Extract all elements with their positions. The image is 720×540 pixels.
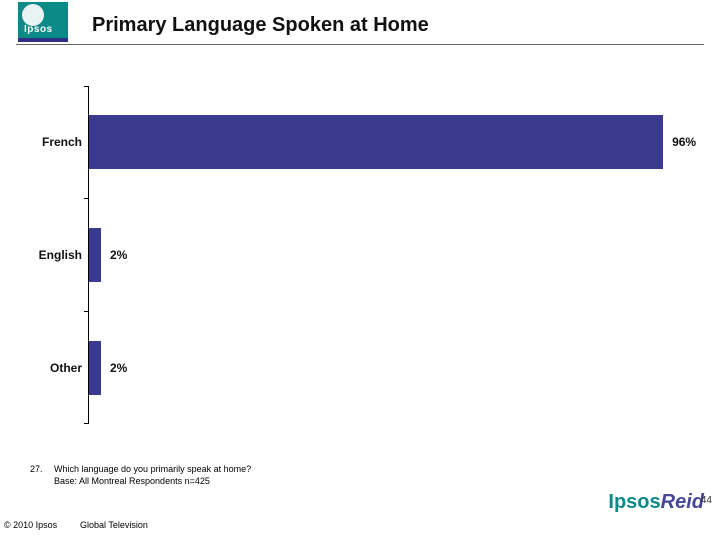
- question-text: Which language do you primarily speak at…: [54, 464, 251, 474]
- ipsos-logo: Ipsos: [18, 2, 68, 46]
- language-chart: French96%English2%Other2%: [26, 86, 686, 424]
- value-label: 2%: [110, 248, 127, 262]
- question-number: 27.: [30, 464, 43, 474]
- axis-tick: [84, 86, 88, 87]
- axis-tick: [84, 311, 88, 312]
- chart-bar: [89, 228, 101, 282]
- value-label: 96%: [672, 135, 696, 149]
- ipsos-logo-box: Ipsos: [18, 2, 68, 38]
- ipsos-reid-logo: IpsosReid: [608, 491, 704, 514]
- axis-tick: [84, 423, 88, 424]
- axis-tick: [84, 198, 88, 199]
- reid-word: Reid: [661, 491, 704, 513]
- title-rule: [16, 44, 704, 45]
- ipsos-logo-underline: [18, 38, 68, 42]
- category-label: English: [24, 248, 82, 262]
- chart-bar: [89, 115, 663, 169]
- page-number: 44: [701, 495, 712, 506]
- project-name: Global Television: [80, 520, 148, 530]
- plot-area: French96%English2%Other2%: [88, 86, 686, 424]
- value-label: 2%: [110, 361, 127, 375]
- page-title: Primary Language Spoken at Home: [92, 14, 429, 37]
- ipsos-logo-text: Ipsos: [24, 24, 53, 35]
- copyright: © 2010 Ipsos: [4, 520, 57, 530]
- slide: Ipsos Primary Language Spoken at Home Fr…: [0, 0, 720, 540]
- chart-bar: [89, 341, 101, 395]
- ipsos-word: Ipsos: [608, 491, 660, 513]
- category-label: Other: [24, 361, 82, 375]
- category-label: French: [24, 135, 82, 149]
- base-text: Base: All Montreal Respondents n=425: [54, 476, 210, 486]
- globe-icon: [22, 4, 44, 26]
